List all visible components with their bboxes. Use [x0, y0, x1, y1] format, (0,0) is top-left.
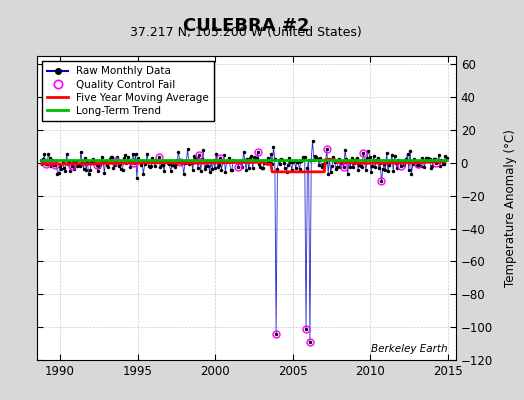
- Y-axis label: Temperature Anomaly (°C): Temperature Anomaly (°C): [504, 129, 517, 287]
- Title: CULEBRA #2: CULEBRA #2: [183, 17, 310, 35]
- Legend: Raw Monthly Data, Quality Control Fail, Five Year Moving Average, Long-Term Tren: Raw Monthly Data, Quality Control Fail, …: [42, 61, 214, 121]
- Text: 37.217 N, 105.200 W (United States): 37.217 N, 105.200 W (United States): [130, 26, 362, 39]
- Text: Berkeley Earth: Berkeley Earth: [371, 344, 447, 354]
